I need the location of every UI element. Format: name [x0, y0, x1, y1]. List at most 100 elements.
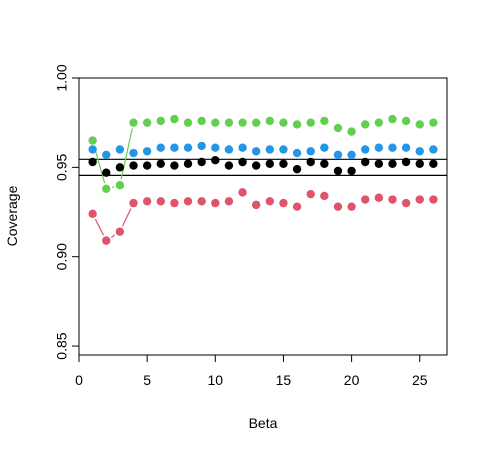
series-4-point: [170, 198, 179, 208]
series-4-point: [224, 197, 234, 206]
series-4-connector: [94, 218, 105, 236]
x-axis: 0 5 10 15 20 25: [75, 354, 428, 388]
series-3-point: [88, 157, 97, 167]
series-2-point: [292, 148, 302, 158]
series-1-point: [129, 118, 138, 127]
series-1-point: [224, 118, 234, 127]
series-layer: [88, 114, 438, 245]
series-1-point: [347, 127, 356, 136]
series-1-point: [320, 116, 329, 126]
series-2-point: [156, 143, 165, 152]
series-1-point: [156, 116, 165, 126]
series-4-point: [415, 195, 424, 204]
series-3-point: [170, 161, 179, 170]
x-tick-label: 20: [344, 372, 360, 388]
series-4-point: [265, 197, 275, 206]
series-2-point: [320, 143, 329, 152]
series-4: [88, 188, 438, 245]
series-4-point: [88, 209, 97, 219]
series-1-point: [429, 118, 438, 127]
series-3-point: [183, 159, 193, 168]
series-2-point: [88, 145, 97, 154]
series-1-point: [238, 118, 247, 127]
series-2-point: [347, 150, 356, 160]
x-tick-label: 25: [412, 372, 428, 388]
series-3-point: [115, 163, 125, 172]
series-1-point: [279, 118, 288, 127]
series-2-point: [142, 147, 152, 156]
series-4-point: [292, 202, 302, 211]
series-4-point: [211, 198, 220, 208]
series-4-point: [142, 197, 152, 206]
x-tick-label: 0: [75, 372, 83, 388]
series-1-point: [292, 120, 302, 129]
series-3-point: [320, 159, 329, 168]
series-3-point: [401, 157, 411, 167]
series-2: [88, 141, 438, 160]
series-3-point: [388, 159, 397, 168]
series-3-point: [347, 166, 356, 176]
series-4-connector: [121, 208, 132, 227]
series-3-point: [333, 166, 343, 176]
series-3: [88, 156, 438, 177]
series-2-point: [429, 145, 438, 154]
series-4-point: [156, 197, 165, 206]
series-3-point: [211, 156, 220, 165]
series-1-point: [265, 116, 275, 126]
y-tick-label: 0.95: [54, 154, 70, 181]
y-tick-label: 0.85: [54, 332, 70, 359]
series-3-point: [251, 161, 261, 170]
y-tick-label: 0.90: [54, 243, 70, 270]
series-2-point: [170, 143, 179, 152]
series-4-point: [320, 191, 329, 201]
series-4-point: [429, 195, 438, 204]
series-4-point: [361, 195, 370, 204]
series-1-point: [333, 123, 343, 133]
series-4-point: [306, 189, 315, 199]
series-4-point: [115, 227, 125, 236]
series-1-point: [170, 114, 179, 124]
series-1-point: [388, 114, 397, 124]
series-2-point: [306, 147, 315, 156]
series-3-point: [361, 157, 370, 167]
series-2-point: [224, 145, 234, 154]
series-4-point: [374, 193, 384, 202]
series-4-point: [238, 188, 247, 197]
series-3-point: [279, 159, 288, 168]
x-tick-label: 15: [276, 372, 292, 388]
reference-lines: [79, 158, 447, 176]
series-2-point: [238, 143, 247, 152]
series-1-point: [415, 120, 424, 129]
series-3-point: [238, 157, 247, 167]
series-2-point: [211, 143, 220, 152]
series-2-point: [102, 150, 111, 160]
series-3-point: [129, 161, 138, 170]
series-1-point: [197, 116, 206, 126]
x-tick-label: 5: [143, 372, 151, 388]
series-4-point: [251, 200, 261, 210]
series-4-point: [102, 236, 111, 245]
series-2-point: [279, 145, 288, 154]
series-3-point: [156, 159, 165, 168]
series-1-point: [88, 136, 97, 145]
series-1-point: [211, 118, 220, 127]
series-4-point: [197, 197, 206, 206]
series-1-connector: [120, 128, 133, 180]
series-3-point: [142, 161, 152, 170]
series-1-connector: [93, 146, 106, 184]
series-3-point: [224, 161, 234, 170]
x-axis-label: Beta: [249, 415, 278, 431]
series-1-point: [115, 181, 125, 190]
series-2-point: [374, 143, 384, 152]
y-tick-label: 1.00: [54, 64, 70, 91]
series-3-point: [197, 157, 206, 167]
series-4-point: [129, 198, 138, 208]
series-3-point: [292, 164, 302, 174]
series-1: [88, 114, 438, 193]
y-axis: 0.85 0.90 0.95 1.00: [54, 64, 80, 360]
series-2-point: [251, 147, 261, 156]
series-1-point: [306, 118, 315, 127]
